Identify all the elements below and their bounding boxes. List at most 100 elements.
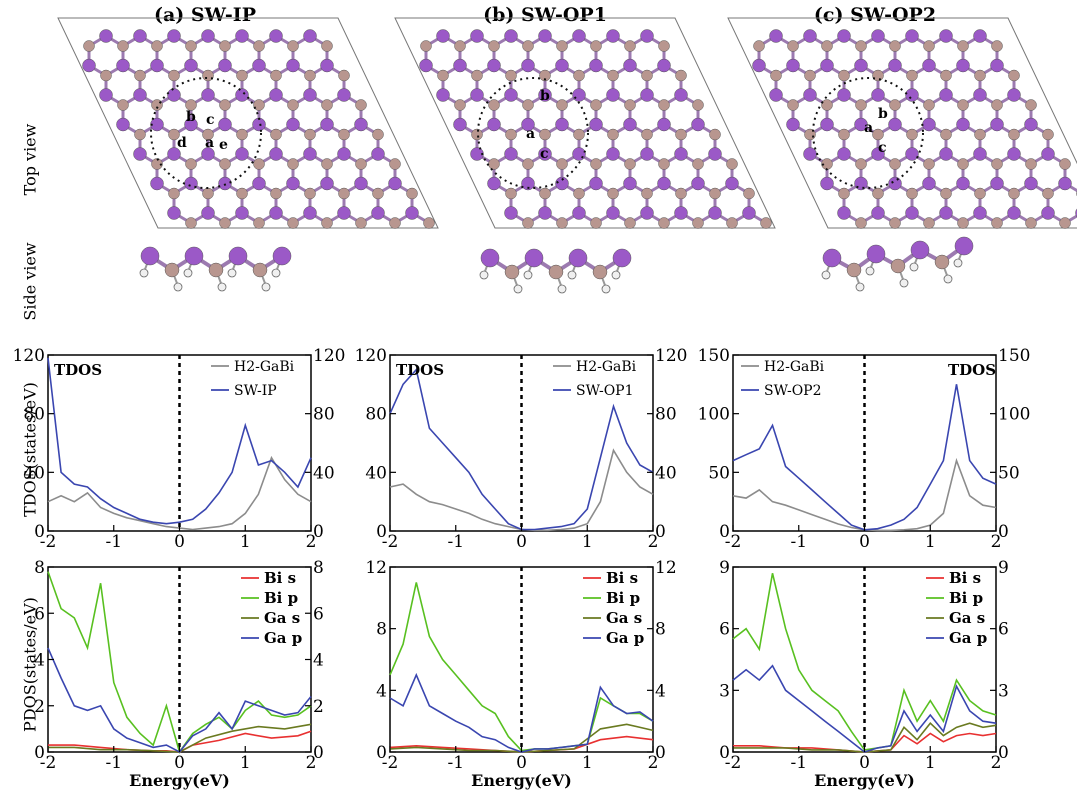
ga-atom xyxy=(522,217,534,229)
bi-atom xyxy=(973,147,987,161)
ga-atom xyxy=(304,187,316,200)
top-view-c: ab c xyxy=(727,17,1077,229)
bi-atom xyxy=(453,117,467,132)
bi-atom xyxy=(269,88,283,102)
bi-atom xyxy=(303,147,317,161)
bi-atom xyxy=(470,88,484,102)
ga-atom xyxy=(658,99,670,111)
ga-atom xyxy=(321,40,333,52)
y-tick-label-right: 6 xyxy=(313,604,324,624)
ga-atom xyxy=(1008,187,1020,200)
ga-atom xyxy=(556,158,568,170)
ga-atom xyxy=(270,69,282,82)
y-tick-label: 4 xyxy=(376,681,387,701)
bi-atom xyxy=(820,117,834,132)
ga-atom xyxy=(454,99,466,111)
bi-atom xyxy=(1007,206,1021,220)
bi-atom xyxy=(538,147,552,161)
bi-atom xyxy=(888,117,902,132)
bi-atom xyxy=(354,176,368,191)
ga-atom xyxy=(505,187,517,200)
ga-atom xyxy=(134,69,146,82)
ga-atom xyxy=(168,69,180,82)
y-tick-label: 40 xyxy=(23,463,45,483)
ga-atom xyxy=(287,217,299,229)
ga-atom xyxy=(991,158,1003,170)
bi-atom xyxy=(487,58,501,73)
bi-atom xyxy=(235,29,249,43)
ga-atom xyxy=(83,40,95,52)
legend-entry: H2-GaBi xyxy=(764,359,825,375)
ga-atom xyxy=(151,158,163,170)
x-tick-label: -2 xyxy=(40,532,57,552)
bi-atom xyxy=(888,176,902,191)
ga-atom xyxy=(556,40,568,52)
ga-atom xyxy=(1008,69,1020,82)
ga-atom xyxy=(236,187,248,200)
bi-atom xyxy=(201,147,215,161)
ga-atom xyxy=(770,69,782,82)
bi-atom xyxy=(939,88,953,102)
ga-atom xyxy=(504,264,520,280)
top-view-b: a b c xyxy=(394,17,776,229)
ga-atom xyxy=(522,158,534,170)
bi-atom xyxy=(820,58,834,73)
legend-entry: Ga p xyxy=(949,629,987,647)
legend-entry: Ga p xyxy=(606,629,644,647)
ga-atom xyxy=(389,158,401,170)
ga-atom xyxy=(872,187,884,200)
bi-atom xyxy=(303,88,317,102)
ga-atom xyxy=(658,40,670,52)
y-tick-label: 80 xyxy=(365,405,387,425)
bi-atom xyxy=(116,58,130,73)
ga-atom xyxy=(372,128,384,141)
y-tick-label-right: 4 xyxy=(313,651,324,671)
y-tick-label: 0 xyxy=(376,522,387,542)
bi-atom xyxy=(871,206,885,220)
bi-atom xyxy=(866,244,886,264)
x-tick-label: -1 xyxy=(105,532,122,552)
ga-atom xyxy=(838,187,850,200)
x-axis-label: Energy(eV) xyxy=(471,771,572,790)
ga-atom xyxy=(906,69,918,82)
y-tick-label-right: 100 xyxy=(998,405,1030,425)
bi-atom xyxy=(752,58,766,73)
column-title-b: (b) SW-OP1 xyxy=(483,4,607,26)
bi-atom xyxy=(589,58,603,73)
series-line-sw-ip xyxy=(47,357,312,525)
ga-atom xyxy=(787,99,799,111)
bi-atom xyxy=(354,117,368,132)
ga-atom xyxy=(624,217,636,229)
bi-atom xyxy=(606,206,620,220)
bi-atom xyxy=(286,58,300,73)
ga-atom xyxy=(539,69,551,82)
y-tick-label-right: 40 xyxy=(313,463,335,483)
bi-atom xyxy=(133,147,147,161)
ga-atom xyxy=(117,40,129,52)
atom-label-c: c xyxy=(878,140,887,156)
x-tick-label: 1 xyxy=(240,753,251,773)
bi-atom xyxy=(320,176,334,191)
ga-atom xyxy=(270,128,282,141)
y-tick-label-right: 0 xyxy=(313,522,324,542)
y-tick-label-right: 4 xyxy=(655,681,666,701)
bi-atom xyxy=(939,29,953,43)
bi-atom xyxy=(538,206,552,220)
y-tick-label: 2 xyxy=(34,697,45,717)
y-tick-label: 4 xyxy=(34,651,45,671)
x-tick-label: 0 xyxy=(859,532,870,552)
legend-entry: Bi s xyxy=(949,569,981,587)
ga-atom xyxy=(592,264,608,280)
y-tick-label-right: 120 xyxy=(313,346,345,366)
bi-atom xyxy=(910,240,930,260)
h-atom xyxy=(523,270,533,280)
y-tick-label-right: 120 xyxy=(655,346,687,366)
bi-atom xyxy=(116,117,130,132)
ga-atom xyxy=(675,128,687,141)
x-tick-label: 2 xyxy=(306,753,317,773)
ga-atom xyxy=(1025,217,1037,229)
ga-atom xyxy=(151,40,163,52)
ga-atom xyxy=(709,128,721,141)
y-tick-label: 120 xyxy=(355,346,387,366)
